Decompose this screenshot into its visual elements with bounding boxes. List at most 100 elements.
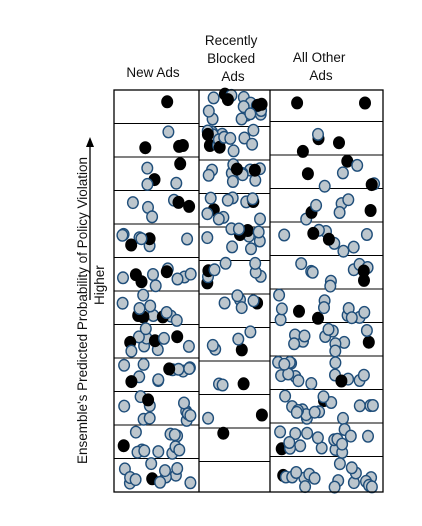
other-ad-dot: [288, 337, 301, 351]
other-ad-dot: [152, 445, 165, 459]
other-ad-dot: [317, 390, 330, 404]
violating-ad-dot: [160, 265, 173, 279]
other-ad-dot: [235, 301, 248, 315]
violating-ad-dot: [125, 375, 138, 389]
violating-ad-dot: [365, 178, 378, 192]
other-ad-dot: [168, 428, 181, 442]
other-ad-dot: [278, 357, 291, 371]
other-ad-dot: [333, 205, 346, 219]
other-ad-dot: [224, 131, 237, 145]
other-ad-dot: [324, 279, 337, 293]
violating-ad-dot: [301, 167, 314, 181]
other-ad-dot: [279, 389, 292, 403]
other-ad-dot: [154, 475, 167, 489]
other-ad-dot: [157, 331, 170, 345]
violating-ad-dot: [293, 304, 306, 318]
other-ad-dot: [138, 444, 151, 458]
plot-border: [113, 89, 384, 493]
violating-ad-dot: [333, 136, 346, 150]
violating-ad-dot: [125, 238, 138, 252]
other-ad-dot: [357, 368, 370, 382]
violating-ad-dot: [142, 393, 155, 407]
other-ad-dot: [312, 127, 325, 141]
violating-ad-dot: [171, 330, 184, 344]
other-ad-dot: [226, 240, 239, 254]
other-ad-dot: [152, 373, 165, 387]
column-label-new-ads: New Ads: [126, 65, 180, 80]
other-ad-dot: [244, 325, 257, 339]
y-axis-label: Ensemble's Predicted Probability of Poli…: [75, 157, 90, 464]
other-ad-dot: [129, 425, 142, 439]
other-ad-dot: [329, 344, 342, 358]
column-label-all-other-ads: All Other Ads: [293, 50, 349, 83]
other-ad-dot: [177, 396, 190, 410]
other-ad-dot: [311, 431, 324, 445]
violating-ad-dot: [221, 93, 234, 107]
other-ad-dot: [139, 322, 152, 336]
other-ad-dot: [116, 296, 129, 310]
other-ad-dot: [116, 271, 129, 285]
other-ad-dot: [170, 176, 183, 190]
other-ad-dot: [336, 166, 349, 180]
other-ad-dot: [184, 409, 197, 423]
other-ad-dot: [351, 158, 364, 172]
other-ad-dot: [116, 228, 129, 242]
violating-ad-dot: [217, 426, 230, 440]
higher-label: Higher: [92, 265, 107, 305]
other-ad-dot: [273, 288, 286, 302]
other-ad-dot: [246, 192, 259, 206]
other-ad-dot: [184, 476, 197, 490]
violating-ad-dot: [183, 199, 196, 213]
other-ad-dot: [365, 480, 378, 494]
other-ad-dot: [129, 473, 142, 487]
other-ad-dot: [295, 257, 308, 271]
violating-ad-dot: [163, 362, 176, 376]
violating-ad-dot: [172, 195, 185, 209]
violating-ad-dot: [357, 264, 370, 278]
other-ad-dot: [137, 288, 150, 302]
other-ad-dot: [362, 429, 375, 443]
violating-ad-dot: [173, 139, 186, 153]
other-ad-dot: [299, 480, 312, 494]
other-ad-dot: [292, 374, 305, 388]
violating-ad-dot: [251, 98, 264, 112]
other-ad-dot: [310, 198, 323, 212]
other-ad-dot: [283, 436, 296, 450]
other-ad-dot: [347, 240, 360, 254]
other-ad-dot: [247, 123, 260, 137]
other-ad-dot: [125, 344, 138, 358]
other-ad-dot: [342, 193, 355, 207]
other-ad-dot: [328, 480, 341, 494]
other-ad-dot: [135, 232, 148, 246]
other-ad-dot: [141, 177, 154, 191]
violating-ad-dot: [237, 377, 250, 391]
other-ad-dot: [360, 227, 373, 241]
other-ad-dot: [201, 207, 214, 221]
other-ad-dot: [231, 289, 244, 303]
other-ad-dot: [158, 464, 171, 478]
other-ad-dot: [162, 125, 175, 139]
other-ad-dot: [329, 356, 342, 370]
other-ad-dot: [133, 302, 146, 316]
violating-ad-dot: [359, 96, 372, 110]
other-ad-dot: [336, 437, 349, 451]
other-ad-dot: [146, 210, 159, 224]
other-ad-dot: [118, 399, 131, 413]
other-ad-dot: [144, 299, 157, 313]
violating-ad-dot: [139, 141, 152, 155]
other-ad-dot: [252, 225, 265, 239]
other-ad-dot: [337, 244, 350, 258]
other-ad-dot: [353, 399, 366, 413]
other-ad-dot: [308, 405, 321, 419]
violating-ad-dot: [341, 154, 354, 168]
other-ad-dot: [204, 191, 217, 205]
violating-ad-dot: [364, 203, 377, 217]
higher-arrow-head-icon: [86, 137, 94, 147]
other-ad-dot: [227, 144, 240, 158]
other-ad-dot: [360, 324, 373, 338]
other-ad-dot: [294, 439, 307, 453]
other-ad-dot: [246, 137, 259, 151]
column-label-recently-blocked-ads: Recently Blocked Ads: [205, 33, 261, 84]
other-ad-dot: [183, 362, 196, 376]
